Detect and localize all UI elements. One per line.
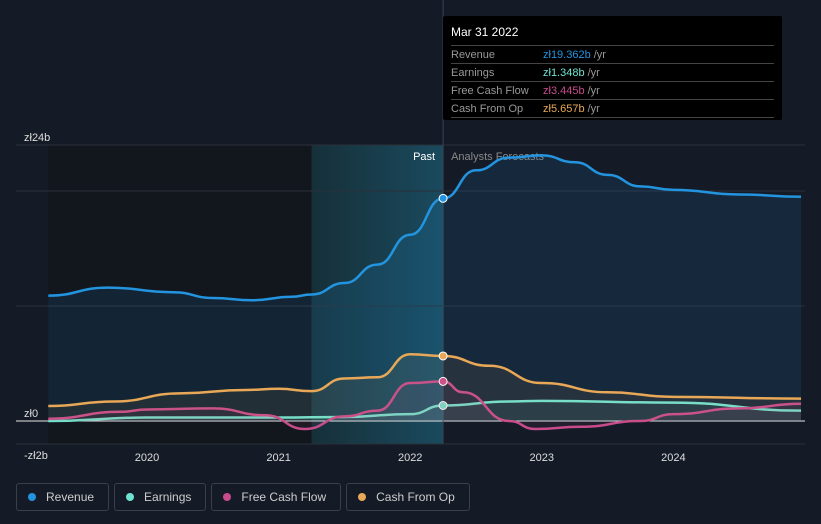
- legend-dot-icon: [126, 493, 135, 501]
- legend-dot-icon: [28, 493, 36, 501]
- past-label: Past: [413, 151, 435, 163]
- x-tick-label: 2021: [266, 452, 290, 464]
- cash-from-op-area: [48, 354, 802, 421]
- tooltip-label: Cash From Op: [451, 102, 524, 115]
- revenue-marker[interactable]: [438, 193, 448, 203]
- legend-label: Free Cash Flow: [241, 490, 327, 504]
- tooltip-value: zł19.362b: [543, 48, 591, 61]
- tooltip-value: zł3.445b: [543, 84, 585, 97]
- x-tick-label: 2023: [530, 452, 554, 464]
- tooltip-label: Revenue: [451, 48, 496, 61]
- tooltip: Mar 31 2022 Revenue zł19.362b/yr Earnings z…: [443, 16, 782, 120]
- legend-label: Revenue: [46, 490, 95, 504]
- revenue-line: [48, 154, 802, 302]
- legend-item[interactable]: Free Cash Flow: [211, 483, 342, 511]
- y-tick-label: -zł2b: [24, 450, 48, 462]
- tooltip-unit: /yr: [587, 84, 600, 97]
- tooltip-row: Earnings zł1.348b/yr: [451, 63, 774, 81]
- legend-dot-icon: [358, 493, 367, 501]
- free-cash-flow-line: [48, 380, 802, 431]
- x-tick-label: 2024: [661, 452, 685, 464]
- tooltip-date: Mar 31 2022: [451, 25, 519, 39]
- legend-label: Earnings: [144, 490, 192, 504]
- y-tick-label: zł0: [24, 408, 38, 420]
- tooltip-row: Cash From Op zł5.657b/yr: [451, 99, 774, 118]
- tooltip-label: Earnings: [451, 66, 495, 79]
- legend-label: Cash From Op: [376, 490, 455, 504]
- revenue-area: [48, 155, 802, 421]
- legend-item[interactable]: Revenue: [16, 483, 110, 511]
- tooltip-row: Free Cash Flow zł3.445b/yr: [451, 81, 774, 99]
- tooltip-row: Revenue zł19.362b/yr: [451, 45, 774, 63]
- free-cash-flow-marker[interactable]: [438, 376, 448, 386]
- y-tick-label: zł24b: [24, 132, 50, 144]
- x-tick-label: 2020: [135, 452, 159, 464]
- tooltip-value: zł1.348b: [543, 66, 585, 79]
- tooltip-value: zł5.657b: [543, 102, 585, 115]
- tooltip-unit: /yr: [587, 102, 600, 115]
- cash-from-op-marker[interactable]: [438, 351, 448, 361]
- highlight-region: [311, 145, 444, 444]
- chart: zł24b zł0 -zł2b 2020 2021 2022 2023 2024 Past Ana…: [16, 0, 805, 464]
- earnings-marker[interactable]: [438, 400, 448, 410]
- tooltip-unit: /yr: [587, 66, 600, 79]
- legend-dot-icon: [223, 493, 232, 501]
- legend-item[interactable]: Cash From Op: [346, 483, 470, 511]
- forecast-label: Analysts Forecasts: [451, 151, 544, 163]
- legend-item[interactable]: Earnings: [114, 483, 207, 511]
- earnings-line: [48, 399, 802, 423]
- cash-from-op-line: [48, 353, 802, 408]
- x-tick-label: 2022: [398, 452, 422, 464]
- free-cash-flow-area: [48, 381, 802, 430]
- tooltip-unit: /yr: [593, 48, 606, 61]
- legend: Revenue Earnings Free Cash Flow Cash From O…: [16, 483, 470, 511]
- tooltip-label: Free Cash Flow: [451, 84, 529, 97]
